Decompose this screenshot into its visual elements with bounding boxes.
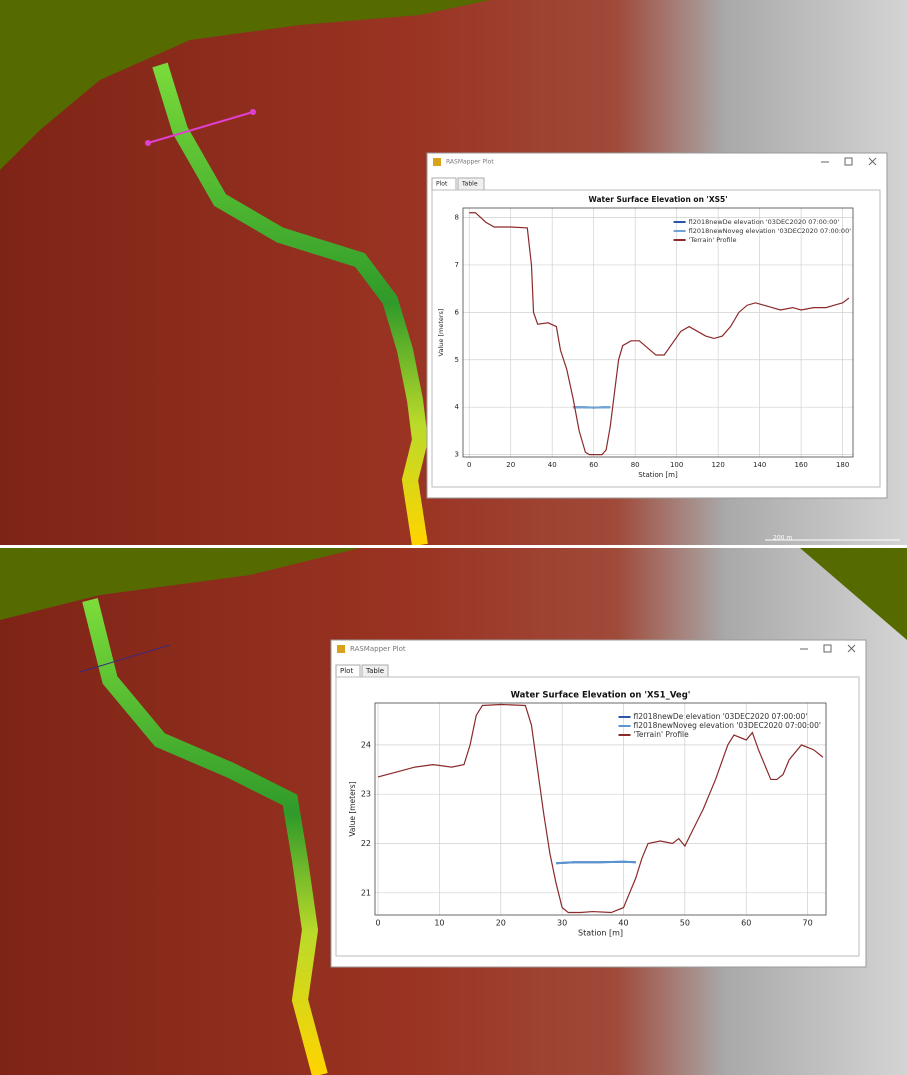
x-tick-label: 0 <box>376 919 381 928</box>
x-tick-label: 0 <box>467 461 471 469</box>
x-tick-label: 140 <box>753 461 766 469</box>
legend-label: fl2018newNoveg elevation '03DEC2020 07:0… <box>634 721 821 730</box>
x-tick-label: 120 <box>711 461 724 469</box>
window-icon <box>433 158 441 166</box>
chart-title: Water Surface Elevation on 'XS5' <box>588 195 727 204</box>
window-title: RASMapper Plot <box>446 159 494 166</box>
x-tick-label: 160 <box>794 461 807 469</box>
y-tick-label: 24 <box>361 740 371 749</box>
x-tick-label: 20 <box>496 919 506 928</box>
x-tick-label: 30 <box>557 919 567 928</box>
x-tick-label: 10 <box>434 919 444 928</box>
y-tick-label: 22 <box>361 839 371 848</box>
y-axis-label: Value [meters] <box>437 309 445 357</box>
y-tick-label: 8 <box>455 213 459 221</box>
legend-label: fl2018newNoveg elevation '03DEC2020 07:0… <box>689 227 852 235</box>
y-tick-label: 4 <box>455 403 460 411</box>
x-axis-label: Station [m] <box>638 471 678 479</box>
legend-label: 'Terrain' Profile <box>689 236 737 244</box>
divider <box>0 545 907 548</box>
chart-title: Water Surface Elevation on 'XS1_Veg' <box>511 691 691 701</box>
y-axis-label: Value [meters] <box>348 781 357 836</box>
screenshot: 200 m RASMapper Plot Plot Table Water Surfa… <box>0 0 907 1075</box>
y-tick-label: 3 <box>455 451 459 459</box>
y-tick-label: 7 <box>455 261 459 269</box>
x-tick-label: 40 <box>548 461 557 469</box>
x-tick-label: 60 <box>741 919 751 928</box>
x-tick-label: 60 <box>589 461 598 469</box>
scale-bar-label: 200 m <box>773 535 792 542</box>
tab-label[interactable]: Plot <box>436 181 448 188</box>
x-tick-label: 50 <box>680 919 690 928</box>
window-title: RASMapper Plot <box>350 645 406 653</box>
y-tick-label: 6 <box>455 308 460 316</box>
legend-label: 'Terrain' Profile <box>634 730 690 739</box>
x-axis-label: Station [m] <box>578 929 623 938</box>
x-tick-label: 40 <box>618 919 628 928</box>
x-tick-label: 20 <box>506 461 515 469</box>
y-tick-label: 23 <box>361 790 371 799</box>
window-icon <box>337 645 345 653</box>
y-tick-label: 5 <box>455 356 459 364</box>
legend-label: fl2018newDe elevation '03DEC2020 07:00:0… <box>634 712 808 721</box>
tab-label[interactable]: Plot <box>340 667 353 675</box>
x-tick-label: 80 <box>631 461 640 469</box>
x-tick-label: 180 <box>836 461 849 469</box>
legend-label: fl2018newDe elevation '03DEC2020 07:00:0… <box>689 218 840 226</box>
tab-label[interactable]: Table <box>365 667 384 675</box>
tab-label[interactable]: Table <box>461 181 478 188</box>
y-tick-label: 21 <box>361 888 371 897</box>
x-tick-label: 100 <box>670 461 683 469</box>
x-tick-label: 70 <box>802 919 812 928</box>
